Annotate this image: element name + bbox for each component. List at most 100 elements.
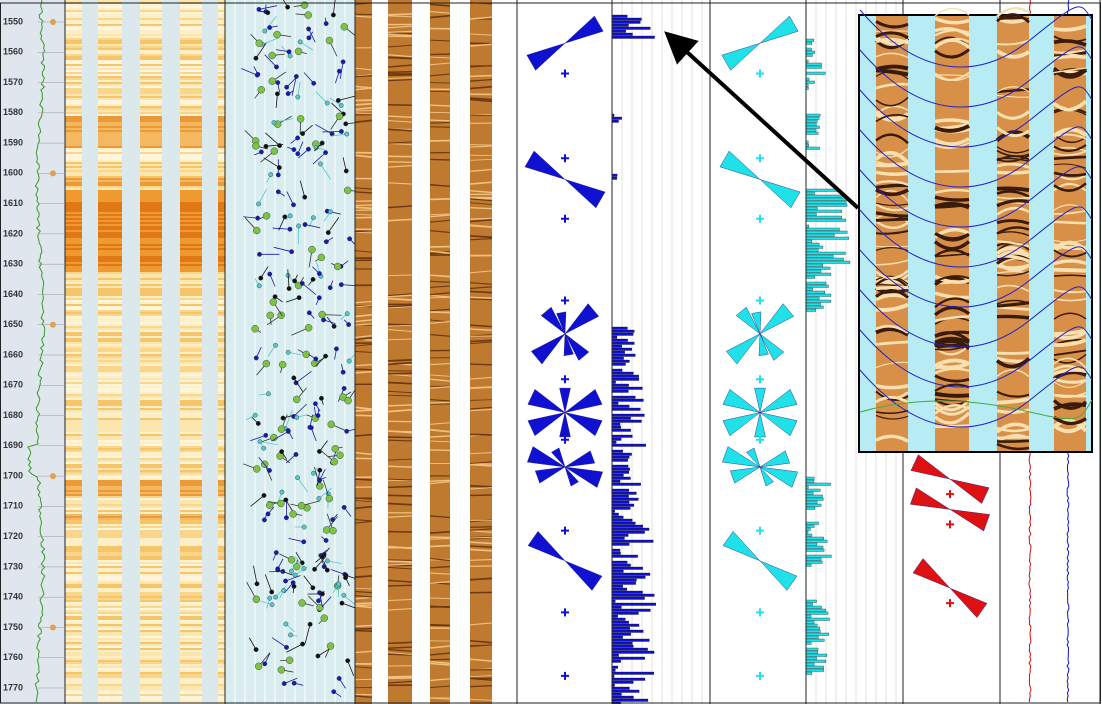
texture-line [387, 382, 413, 385]
hist-bar [611, 383, 629, 387]
image-band [65, 272, 225, 274]
inset-texture [1053, 163, 1087, 169]
texture-line [469, 577, 493, 581]
tadpole-head [293, 74, 299, 79]
image-band [65, 428, 225, 430]
depth-label: 1760 [3, 652, 23, 662]
hist-bar [611, 578, 637, 582]
inset-texture [1053, 51, 1087, 58]
image-band [65, 462, 225, 464]
hist-bar [611, 536, 625, 540]
tadpole-head [292, 278, 298, 284]
depth-marker [50, 321, 56, 328]
hist-bar [611, 653, 619, 657]
tadpole-head [286, 286, 292, 291]
image-band [65, 686, 225, 688]
image-band [65, 452, 225, 454]
hist-bar [805, 272, 831, 276]
tadpole-head [341, 386, 347, 391]
tadpole-tail [273, 118, 294, 123]
depth-label: 1580 [3, 107, 23, 117]
image-band [65, 566, 225, 568]
tadpole-head [251, 325, 259, 333]
image-band [65, 438, 225, 440]
tadpole-head [261, 445, 267, 451]
image-band [65, 210, 225, 212]
hist-bar [611, 533, 629, 537]
hist-bar [805, 62, 822, 66]
image-band [65, 124, 225, 126]
tadpole-head [324, 100, 330, 106]
hist-bar [611, 29, 626, 33]
texture-line [429, 230, 451, 234]
tadpole-head [283, 621, 289, 627]
texture-line [429, 645, 451, 649]
hist-bar [805, 641, 812, 645]
inset-texture [875, 114, 909, 123]
tadpole-head [339, 393, 347, 401]
inset-texture [996, 397, 1030, 405]
inset-texture [1052, 99, 1088, 112]
depth-label: 1610 [3, 198, 23, 208]
tadpole-head [291, 147, 297, 152]
image-band [65, 410, 225, 412]
texture-line [387, 274, 413, 277]
hist-bar [805, 227, 840, 231]
tadpole-head [323, 150, 328, 156]
texture-line [387, 30, 413, 33]
tadpole-head [275, 80, 281, 85]
tadpole-head [267, 468, 272, 473]
image-band [65, 296, 225, 298]
inset-texture [996, 240, 1030, 248]
image-band [65, 560, 225, 562]
inset-texture [1053, 249, 1087, 258]
hist-bar [805, 233, 835, 237]
texture-line [429, 334, 451, 337]
hist-bar [805, 497, 824, 501]
texture-line [429, 3, 451, 7]
tadpole-head [347, 236, 353, 242]
image-band [65, 656, 225, 658]
texture-line [469, 16, 493, 20]
hist-bar [611, 341, 635, 345]
tadpole-head [310, 585, 316, 591]
tadpole-tail [339, 61, 344, 79]
tadpole-head [340, 369, 346, 375]
image-band [65, 614, 225, 616]
tadpole-head [320, 614, 328, 622]
tadpole-head [331, 323, 337, 329]
hist-bar [805, 80, 815, 84]
image-band [65, 16, 225, 18]
inset-texture [1053, 39, 1087, 47]
image-band [65, 476, 225, 478]
inset-texture [996, 206, 1030, 216]
inset-texture [934, 315, 970, 323]
image-band [65, 348, 225, 350]
inset-texture [875, 203, 909, 212]
image-band [65, 692, 225, 694]
image-band [65, 352, 225, 354]
hist-bar [611, 602, 657, 606]
hist-bar [805, 632, 830, 636]
tadpole-head [301, 524, 307, 530]
tadpole-head [302, 350, 310, 359]
texture-line [354, 624, 373, 628]
image-band [65, 310, 225, 312]
tadpole-head [269, 589, 275, 595]
tadpole-head [300, 131, 306, 136]
hist-bar [805, 284, 829, 288]
tadpole-head [328, 209, 333, 215]
tadpole-tail [308, 28, 316, 43]
depth-label: 1560 [3, 47, 23, 57]
inset-sinusoid [859, 6, 1093, 68]
hist-bar [805, 263, 824, 267]
image-band [65, 494, 225, 496]
hist-bar [611, 686, 630, 690]
texture-line [387, 54, 413, 58]
tadpole-tail [271, 637, 287, 648]
image-band [65, 358, 225, 360]
hist-bar [805, 647, 819, 651]
tadpole-head [291, 680, 297, 686]
inset-texture [996, 162, 1030, 169]
tadpole-head [317, 271, 322, 276]
